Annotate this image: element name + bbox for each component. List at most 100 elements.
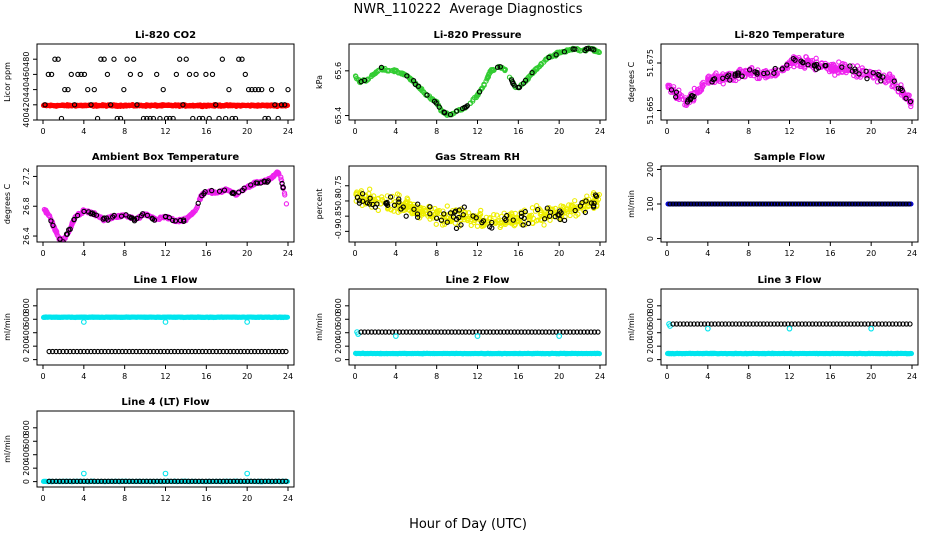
data-point (431, 98, 438, 104)
data-point (379, 194, 385, 200)
data-point (900, 201, 906, 207)
data-point (561, 217, 568, 224)
data-point (379, 197, 386, 203)
data-point (529, 69, 535, 76)
y-tick-label: 460 (22, 67, 31, 82)
data-point (378, 64, 385, 71)
data-point (93, 212, 100, 218)
data-point (88, 478, 94, 484)
y-tick-label: 440 (22, 82, 31, 97)
x-tick-label: 20 (554, 127, 564, 136)
data-point (521, 215, 527, 221)
data-point (224, 348, 230, 355)
data-point (802, 65, 808, 71)
x-tick-label: 0 (40, 372, 45, 381)
data-point (727, 77, 733, 83)
data-point (48, 216, 54, 222)
panel-title: Li-820 Temperature (734, 30, 844, 41)
data-point (564, 206, 570, 213)
x-tick-label: 24 (283, 127, 293, 136)
data-point (185, 348, 192, 355)
data-point (147, 478, 153, 484)
data-point (706, 201, 712, 207)
data-point (903, 201, 909, 207)
data-point (843, 201, 849, 207)
data-point (262, 348, 268, 355)
y-tick-label: 600 (22, 434, 31, 449)
x-tick-label: 12 (472, 372, 482, 381)
data-point (121, 86, 127, 93)
data-point (730, 201, 736, 207)
data-point (104, 71, 111, 78)
data-point (222, 115, 229, 120)
data-point (798, 201, 804, 207)
data-point (196, 115, 203, 120)
data-point (199, 348, 206, 355)
data-point (55, 56, 61, 62)
data-point (840, 201, 846, 207)
data-point (147, 115, 153, 120)
data-point (234, 348, 240, 355)
data-point (797, 63, 803, 70)
y-tick-label: 200 (22, 339, 31, 354)
data-point (556, 333, 563, 339)
data-point (241, 185, 247, 191)
data-point (801, 201, 807, 207)
data-point (813, 321, 819, 327)
data-point (234, 478, 240, 484)
data-point (196, 348, 202, 355)
data-point (144, 212, 151, 219)
data-point (245, 86, 252, 93)
x-tick-label: 20 (242, 249, 252, 258)
data-point (81, 208, 87, 215)
data-point (700, 201, 706, 207)
y-axis-label: ml/min (3, 435, 12, 463)
data-point (430, 97, 437, 103)
data-point (859, 65, 865, 71)
data-point (77, 348, 84, 355)
data-point (163, 213, 169, 220)
data-point (721, 201, 727, 207)
y-tick-label: 800 (22, 420, 31, 435)
data-point (879, 201, 885, 207)
data-point (852, 201, 858, 207)
data-point (724, 201, 730, 207)
y-tick-label: 200 (646, 339, 655, 354)
data-point (740, 321, 746, 327)
data-point (697, 201, 703, 207)
data-point (508, 77, 515, 83)
data-point (44, 210, 50, 217)
data-point (701, 321, 708, 327)
data-point (433, 221, 439, 227)
data-point (806, 321, 812, 327)
x-tick-label: 0 (40, 494, 45, 503)
data-point (119, 348, 125, 355)
data-point (236, 189, 242, 195)
x-tick-label: 8 (122, 249, 127, 258)
data-point (882, 201, 888, 207)
data-point (160, 86, 166, 93)
data-point (279, 478, 286, 484)
data-point (876, 72, 883, 79)
data-point (529, 329, 535, 335)
data-point (221, 187, 228, 193)
data-point (595, 48, 602, 55)
data-point (879, 321, 885, 327)
data-point (199, 478, 206, 484)
data-point (261, 178, 267, 184)
data-point (447, 210, 454, 216)
data-point (171, 478, 178, 484)
data-point (684, 321, 690, 327)
data-point (563, 329, 570, 335)
data-point (392, 333, 399, 339)
data-point (780, 201, 787, 207)
data-points (665, 54, 915, 110)
data-point (739, 201, 745, 207)
data-point (745, 201, 751, 207)
data-point (497, 329, 504, 335)
data-point (213, 478, 219, 484)
data-point (178, 348, 185, 355)
data-point (137, 71, 143, 78)
data-point (771, 70, 777, 76)
data-point (570, 46, 576, 52)
